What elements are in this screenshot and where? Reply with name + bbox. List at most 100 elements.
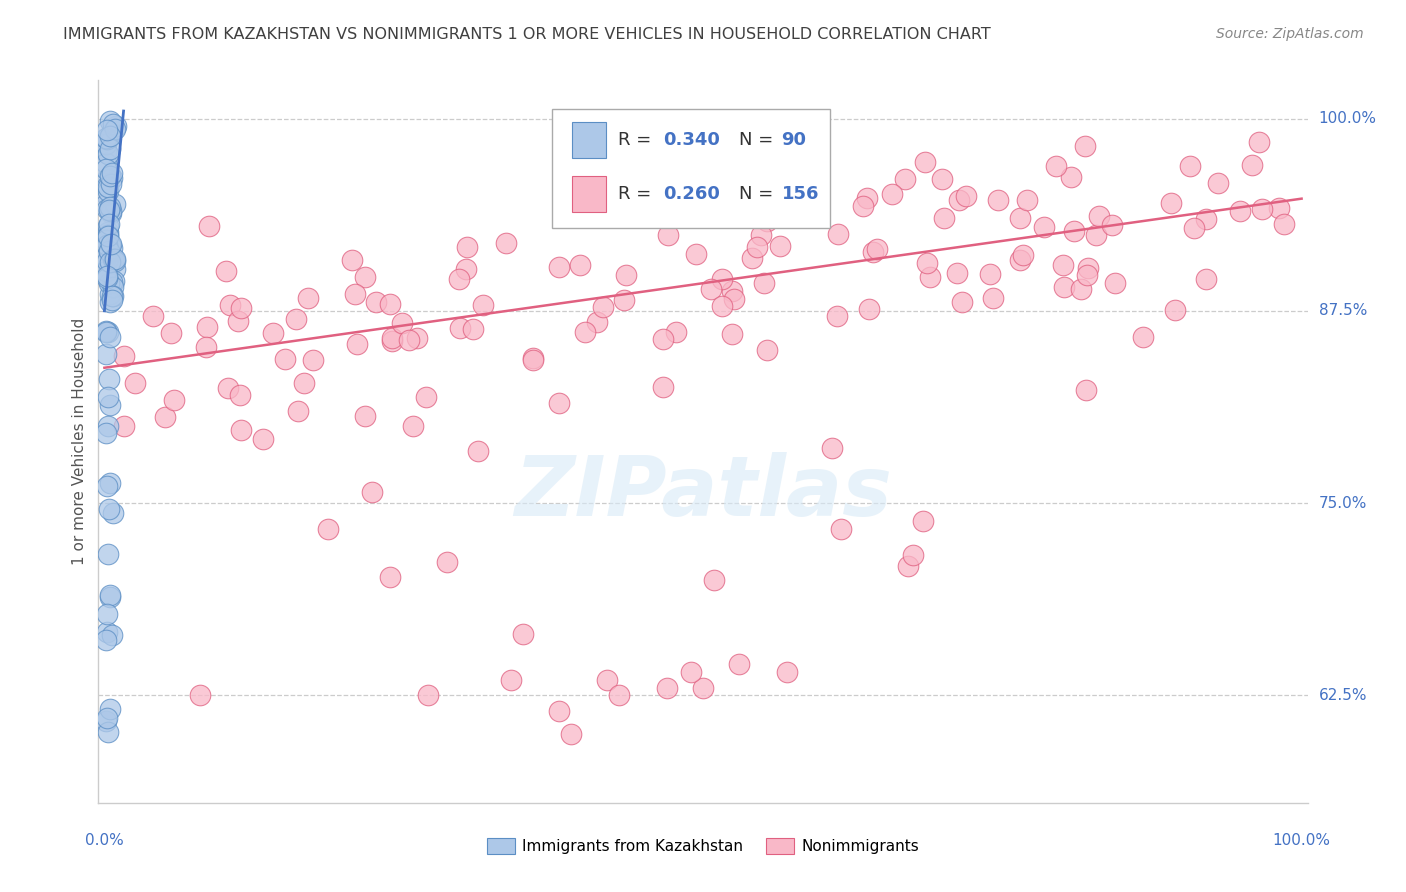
Point [97, 234, 120, 248]
Point [721, 284, 744, 298]
Point [97, 229, 120, 244]
Point [112, 350, 135, 364]
Point [292, 376, 315, 390]
Point [381, 331, 404, 345]
Point [741, 251, 763, 265]
Point [512, 626, 534, 640]
Point [1132, 330, 1154, 344]
Point [1229, 203, 1251, 218]
Point [703, 573, 725, 587]
Point [96, 426, 118, 441]
Point [501, 673, 523, 687]
Point [96, 172, 118, 186]
Y-axis label: 1 or more Vehicles in Household: 1 or more Vehicles in Household [72, 318, 87, 566]
Point [226, 314, 249, 328]
Point [856, 190, 879, 204]
Point [98, 501, 121, 516]
Point [96, 202, 118, 216]
Point [662, 202, 685, 217]
Point [98, 372, 121, 386]
Point [1267, 201, 1289, 215]
Point [728, 657, 751, 672]
Point [97, 244, 120, 258]
Point [1008, 211, 1031, 225]
Point [344, 287, 367, 301]
Point [1017, 194, 1039, 208]
Point [1074, 383, 1097, 397]
Point [94, 137, 117, 152]
Point [378, 570, 401, 584]
Point [1084, 227, 1107, 242]
Point [231, 301, 253, 316]
Point [103, 252, 125, 266]
Point [96, 237, 118, 252]
Point [104, 261, 127, 276]
Point [588, 196, 610, 211]
Point [97, 202, 120, 216]
Point [94, 187, 117, 202]
Point [104, 197, 127, 211]
Point [98, 255, 121, 269]
Point [353, 269, 375, 284]
Point [98, 294, 121, 309]
Point [1272, 217, 1295, 231]
Point [652, 332, 675, 346]
Point [354, 409, 377, 423]
Point [104, 122, 127, 136]
Point [1088, 209, 1111, 223]
Point [915, 256, 938, 270]
Point [98, 286, 121, 301]
Point [685, 247, 707, 261]
Point [97, 225, 120, 239]
Point [101, 506, 124, 520]
Point [98, 398, 121, 412]
Point [755, 213, 778, 227]
Text: N =: N = [740, 185, 779, 202]
Point [769, 238, 792, 252]
Point [679, 665, 702, 680]
Point [1008, 252, 1031, 267]
Point [651, 379, 673, 393]
Point [744, 195, 766, 210]
Point [852, 199, 875, 213]
Point [456, 240, 478, 254]
Point [94, 233, 117, 247]
Point [142, 309, 165, 323]
Point [96, 269, 118, 284]
Point [415, 390, 437, 404]
Point [692, 681, 714, 695]
Point [749, 228, 772, 243]
Point [461, 322, 484, 336]
Point [97, 547, 120, 561]
Point [449, 272, 471, 286]
Text: 0.0%: 0.0% [84, 833, 124, 848]
Point [1195, 272, 1218, 286]
Point [416, 688, 439, 702]
Text: Source: ZipAtlas.com: Source: ZipAtlas.com [1216, 27, 1364, 41]
Text: R =: R = [619, 131, 658, 149]
Text: 62.5%: 62.5% [1319, 688, 1367, 703]
Point [100, 589, 122, 603]
Point [574, 325, 596, 339]
Point [101, 288, 124, 302]
Point [548, 704, 571, 718]
Point [285, 311, 308, 326]
Point [94, 633, 117, 648]
Point [614, 268, 637, 282]
Point [472, 298, 495, 312]
Point [97, 419, 120, 434]
Point [96, 179, 118, 194]
Point [101, 279, 124, 293]
Point [454, 261, 477, 276]
Point [932, 211, 955, 226]
Point [657, 227, 679, 242]
Point [94, 714, 117, 728]
Point [94, 324, 117, 338]
Point [880, 186, 903, 201]
Point [97, 276, 120, 290]
Point [94, 347, 117, 361]
Point [101, 628, 124, 642]
FancyBboxPatch shape [551, 109, 830, 228]
Point [1074, 139, 1097, 153]
Point [96, 179, 118, 194]
